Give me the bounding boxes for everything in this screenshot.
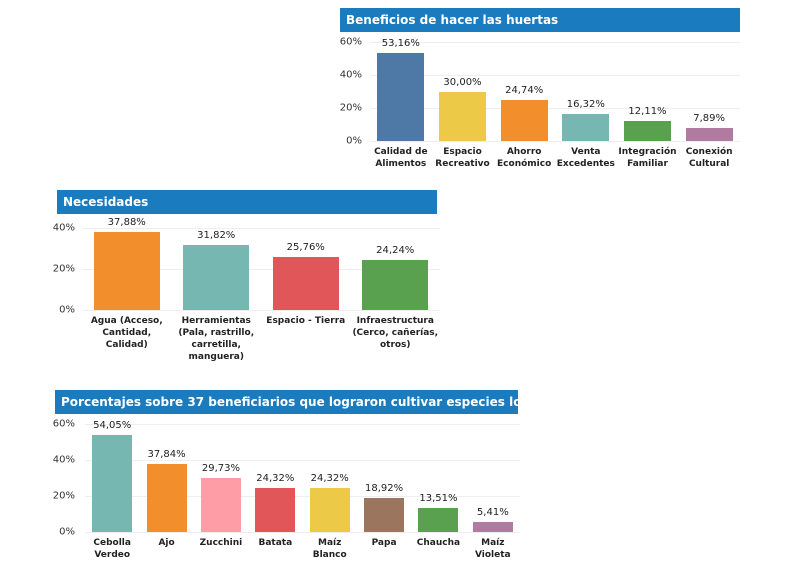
bar xyxy=(183,244,250,310)
value-label: 16,32% xyxy=(566,99,605,111)
grid-line xyxy=(370,42,740,43)
bar xyxy=(92,434,133,532)
x-tick-label: Papa xyxy=(371,538,397,548)
x-tick-label: Zucchini xyxy=(199,538,243,548)
chart-title: Porcentajes sobre 37 beneficiarios que l… xyxy=(55,390,561,414)
bar xyxy=(255,488,296,532)
value-label: 13,51% xyxy=(419,492,458,504)
bar xyxy=(309,488,350,532)
bar xyxy=(200,478,241,532)
x-tick-label: Calidad de Alimentos xyxy=(374,147,428,169)
value-label: 37,88% xyxy=(107,217,146,229)
y-tick-label: 0% xyxy=(59,304,75,316)
value-label: 5,41% xyxy=(476,507,509,519)
bar xyxy=(364,497,405,532)
grid-line xyxy=(370,141,740,142)
grid-line xyxy=(82,310,440,311)
chart-title: Beneficios de hacer las huertas xyxy=(340,8,740,32)
y-tick-label: 0% xyxy=(59,526,75,538)
x-tick-label: Infraestructura (Cerco, cañerías, otros) xyxy=(352,316,439,350)
y-tick-label: 20% xyxy=(52,490,75,502)
bar xyxy=(472,522,513,532)
chart-title: Necesidades xyxy=(57,190,437,214)
y-tick-label: 40% xyxy=(52,222,75,234)
value-label: 53,16% xyxy=(381,38,420,50)
x-tick-label: Espacio - Tierra xyxy=(266,316,346,326)
x-tick-label: Batata xyxy=(258,538,293,548)
x-tick-label: Herramientas (Pala, rastrillo, carretill… xyxy=(178,316,255,362)
value-label: 31,82% xyxy=(197,229,236,241)
value-label: 29,73% xyxy=(201,463,240,475)
x-tick-label: Agua (Acceso, Cantidad, Calidad) xyxy=(90,316,163,350)
value-label: 18,92% xyxy=(364,482,404,494)
x-tick-label: Maíz Blanco xyxy=(312,538,347,560)
x-tick-label: Chaucha xyxy=(416,538,461,548)
grid-line xyxy=(85,460,520,461)
bar xyxy=(562,114,610,141)
grid-line xyxy=(370,108,740,109)
y-tick-label: 40% xyxy=(52,454,75,466)
value-label: 24,32% xyxy=(310,473,349,485)
bar xyxy=(500,100,548,141)
value-label: 25,76% xyxy=(286,242,325,254)
y-tick-label: 20% xyxy=(339,102,362,114)
value-label: 7,89% xyxy=(693,112,726,124)
bar xyxy=(418,507,459,532)
bar xyxy=(439,91,486,141)
x-tick-label: Cebolla Verdeo xyxy=(93,538,131,560)
value-label: 54,05% xyxy=(93,419,132,431)
x-tick-label: Integración Familiar xyxy=(618,147,677,169)
x-tick-label: Ahorro Económico xyxy=(497,147,552,169)
bar xyxy=(272,257,339,310)
value-label: 24,32% xyxy=(256,473,295,485)
bar xyxy=(93,232,160,310)
grid-line xyxy=(85,424,520,425)
x-tick-label: Venta Excedentes xyxy=(556,147,615,169)
y-tick-label: 60% xyxy=(52,418,75,430)
grid-line xyxy=(82,228,440,229)
value-label: 30,00% xyxy=(443,76,482,88)
x-tick-label: Ajo xyxy=(158,538,175,548)
bar xyxy=(146,463,187,532)
x-tick-label: Espacio Recreativo xyxy=(435,147,490,169)
bar xyxy=(685,127,733,141)
value-label: 24,74% xyxy=(505,85,544,97)
value-label: 37,84% xyxy=(147,448,186,460)
value-label: 12,11% xyxy=(628,106,667,118)
grid-line xyxy=(85,496,520,497)
y-tick-label: 60% xyxy=(339,36,362,48)
x-tick-label: Maíz Violeta xyxy=(474,538,511,560)
bar xyxy=(362,260,429,310)
grid-line xyxy=(85,532,520,533)
grid-line xyxy=(82,269,440,270)
y-tick-label: 40% xyxy=(339,69,362,81)
value-label: 24,24% xyxy=(376,245,415,257)
bar xyxy=(624,121,671,141)
grid-line xyxy=(370,75,740,76)
bar xyxy=(377,53,425,141)
x-tick-label: Conexión Cultural xyxy=(685,147,733,169)
y-tick-label: 20% xyxy=(52,263,75,275)
y-tick-label: 0% xyxy=(346,135,362,147)
